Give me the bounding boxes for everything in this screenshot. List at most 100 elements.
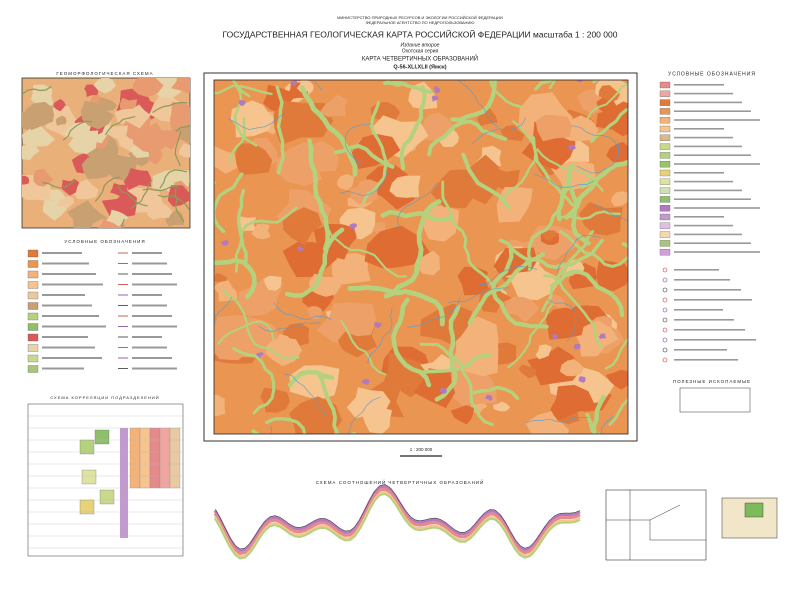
geomorph-unit bbox=[93, 78, 116, 94]
geologic-unit bbox=[579, 202, 623, 236]
geologic-unit bbox=[316, 302, 377, 347]
river bbox=[273, 302, 332, 320]
geologic-unit bbox=[500, 124, 525, 142]
geologic-unit bbox=[525, 410, 569, 434]
legend-symbol bbox=[662, 307, 668, 313]
geomorph-map bbox=[21, 77, 191, 229]
legend-text-line bbox=[42, 346, 95, 349]
geomorph-unit bbox=[171, 78, 190, 94]
geomorph-unit bbox=[167, 185, 190, 207]
valley-deposit bbox=[214, 172, 244, 234]
legend-text-line bbox=[42, 294, 85, 296]
legend-swatch bbox=[659, 213, 671, 221]
valley-deposit bbox=[564, 178, 599, 220]
geomorph-valley bbox=[159, 169, 187, 189]
index-lines bbox=[606, 490, 706, 560]
legend-text-line bbox=[674, 207, 760, 209]
valley-deposit bbox=[503, 120, 537, 199]
legend-text-line bbox=[674, 92, 733, 95]
geomorph-valley bbox=[117, 186, 148, 207]
legend-symbol bbox=[662, 327, 668, 333]
geomorph-unit bbox=[178, 143, 190, 158]
geomorph-valley bbox=[105, 116, 136, 136]
geomorph-unit bbox=[123, 168, 152, 191]
valley-deposit bbox=[265, 416, 307, 434]
valley-deposit bbox=[333, 144, 395, 169]
legend-text-line bbox=[674, 289, 741, 291]
geomorph-valley bbox=[130, 179, 153, 209]
legend-text-line bbox=[674, 180, 733, 183]
legend-text-line bbox=[42, 283, 103, 286]
valley-deposit bbox=[382, 80, 434, 94]
profile-layer bbox=[214, 492, 581, 560]
geologic-unit bbox=[493, 401, 511, 412]
geomorph-unit bbox=[33, 169, 54, 187]
valley-deposit bbox=[391, 297, 432, 388]
legend-symbol bbox=[662, 297, 668, 303]
valley-deposit bbox=[585, 412, 598, 434]
valley-deposit bbox=[214, 257, 257, 299]
legend-text-line bbox=[674, 136, 733, 139]
geologic-unit bbox=[535, 344, 552, 360]
valley-deposit bbox=[559, 230, 628, 268]
geomorph-unit bbox=[106, 209, 129, 227]
geologic-unit bbox=[319, 94, 348, 117]
index-scheme bbox=[605, 489, 707, 561]
legend-text-line bbox=[42, 325, 106, 328]
geomorph-unit bbox=[110, 183, 128, 197]
geomorph-valley bbox=[22, 86, 52, 95]
geomorph-title: ГЕОМОРФОЛОГИЧЕСКАЯ СХЕМА bbox=[56, 71, 153, 76]
valley-deposit bbox=[380, 209, 454, 222]
legend-swatch bbox=[659, 222, 671, 229]
sheet-code: Q-56-XLI,XLII (Ямск) bbox=[393, 64, 446, 70]
geologic-unit bbox=[460, 326, 484, 344]
legend-swatch bbox=[27, 249, 39, 258]
legend-swatch bbox=[659, 134, 671, 141]
legend-text-line bbox=[674, 242, 751, 244]
river bbox=[347, 396, 381, 434]
valley-deposit bbox=[556, 163, 574, 222]
legend-text-line bbox=[674, 339, 756, 341]
legend-text-line bbox=[42, 367, 84, 370]
legend-text-line bbox=[674, 189, 742, 192]
geomorph-unit bbox=[22, 175, 30, 185]
river bbox=[448, 287, 510, 303]
legend-text-line bbox=[42, 273, 96, 275]
geologic-unit bbox=[251, 223, 271, 240]
valley-deposit bbox=[450, 80, 498, 123]
geomorph-unit bbox=[108, 125, 128, 141]
legend-text-line bbox=[674, 359, 738, 361]
legend-swatch bbox=[659, 196, 671, 203]
legend-swatch bbox=[659, 152, 671, 159]
correlation-frame bbox=[27, 403, 184, 557]
legend-text-line bbox=[42, 315, 99, 317]
geomorph-unit bbox=[101, 190, 137, 222]
intrusion-unit bbox=[256, 352, 264, 359]
valley-deposit bbox=[556, 210, 621, 221]
legend-text-line bbox=[42, 336, 88, 338]
legend-swatch bbox=[27, 323, 39, 331]
geologic-unit bbox=[214, 273, 228, 284]
geologic-unit bbox=[235, 143, 273, 175]
legend-symbol bbox=[662, 277, 668, 283]
legend-text-line bbox=[42, 252, 82, 254]
valley-deposit bbox=[580, 159, 628, 189]
legend-swatch bbox=[659, 231, 671, 238]
geologic-unit bbox=[277, 152, 312, 179]
geologic-unit bbox=[263, 275, 282, 291]
legend-swatch bbox=[27, 333, 39, 342]
legend-left bbox=[27, 249, 177, 373]
title: ГОСУДАРСТВЕННАЯ ГЕОЛОГИЧЕСКАЯ КАРТА РОСС… bbox=[223, 28, 618, 39]
geologic-unit bbox=[214, 146, 244, 174]
valley-deposit bbox=[324, 220, 407, 278]
correlation-cell bbox=[94, 429, 110, 445]
minerals-title: ПОЛЕЗНЫЕ ИСКОПАЕМЫЕ bbox=[673, 379, 751, 384]
geologic-unit bbox=[545, 307, 585, 340]
geomorph-valley bbox=[152, 101, 188, 113]
valley-deposit bbox=[541, 230, 595, 313]
geologic-unit bbox=[504, 296, 540, 323]
legend-text-line bbox=[674, 299, 752, 301]
river bbox=[593, 204, 628, 222]
intrusion-unit bbox=[552, 333, 559, 340]
legend-symbol bbox=[662, 287, 668, 293]
